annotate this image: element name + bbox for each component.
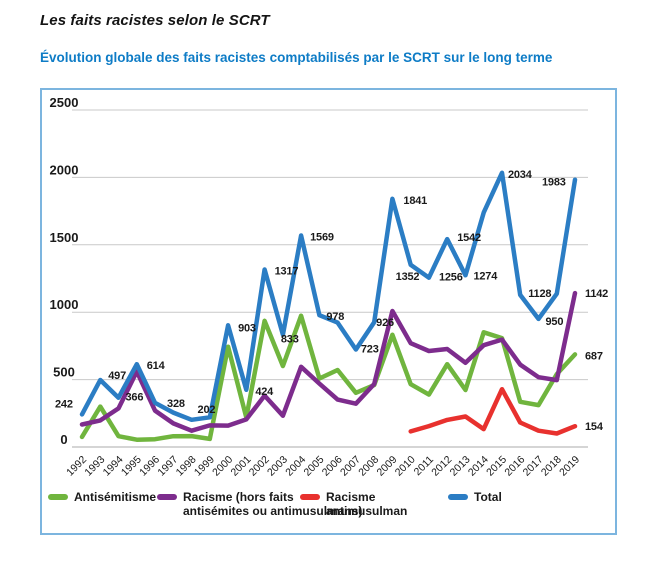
data-label-total-2019: 1983 xyxy=(542,177,566,189)
data-label-total-2013: 1274 xyxy=(473,270,498,282)
y-axis-tick-label: 0 xyxy=(60,432,67,447)
data-label-total-2000: 903 xyxy=(238,322,256,334)
data-label-total-2012: 1542 xyxy=(457,232,481,244)
data-label-total-2007: 723 xyxy=(361,344,379,356)
data-label-total-2010: 1352 xyxy=(396,271,420,283)
data-label-total-2002: 1317 xyxy=(275,265,299,277)
data-label-total-2003: 833 xyxy=(281,334,299,346)
y-axis-tick-label: 1000 xyxy=(50,297,79,312)
x-axis-year-label: 2019 xyxy=(557,454,582,479)
data-label-total-2009: 1841 xyxy=(403,195,427,207)
data-label-total-1996: 328 xyxy=(167,398,185,410)
y-axis-tick-label: 1500 xyxy=(50,230,79,245)
chart-subtitle: Évolution globale des faits racistes com… xyxy=(40,50,553,65)
data-label-racisme-hors-2019: 1142 xyxy=(585,288,608,300)
data-label-total-2005: 978 xyxy=(326,311,344,323)
data-label-total-2015: 2034 xyxy=(508,169,533,181)
data-label-total-2008: 926 xyxy=(376,317,394,329)
data-label-total-1994: 366 xyxy=(126,392,144,404)
chart-container: 0 500 1000 1500 2000 2500 1992 1993 1994 1995 1996… xyxy=(40,88,617,535)
series-line-total xyxy=(79,170,578,423)
data-label-total-2011: 1256 xyxy=(439,272,463,284)
data-label-antisemitisme-2019: 687 xyxy=(585,350,603,362)
data-label-total-2017: 950 xyxy=(546,316,564,328)
series-line-racisme-hors xyxy=(79,290,578,433)
line-chart: 0500100015002000250019921993199419951996… xyxy=(50,95,609,479)
y-axis-tick-label: 2500 xyxy=(50,95,79,110)
data-label-total-2001: 424 xyxy=(255,386,274,398)
data-label-total-1995: 614 xyxy=(147,360,166,372)
data-label-total-1993: 497 xyxy=(108,370,126,382)
data-label-total-2016: 1128 xyxy=(528,288,551,300)
series-line-antisemitisme xyxy=(79,313,578,442)
y-axis-tick-label: 500 xyxy=(53,365,75,380)
data-label-total-2004: 1569 xyxy=(310,231,334,243)
y-axis-tick-label: 2000 xyxy=(50,162,79,177)
page-title: Les faits racistes selon le SCRT xyxy=(40,12,270,29)
series-line-racisme-antimusulman xyxy=(408,386,578,436)
data-label-total-1992: 242 xyxy=(55,398,73,410)
data-label-racisme-antimusulman-2019: 154 xyxy=(585,421,604,433)
data-label-total-1998: 202 xyxy=(198,404,216,416)
